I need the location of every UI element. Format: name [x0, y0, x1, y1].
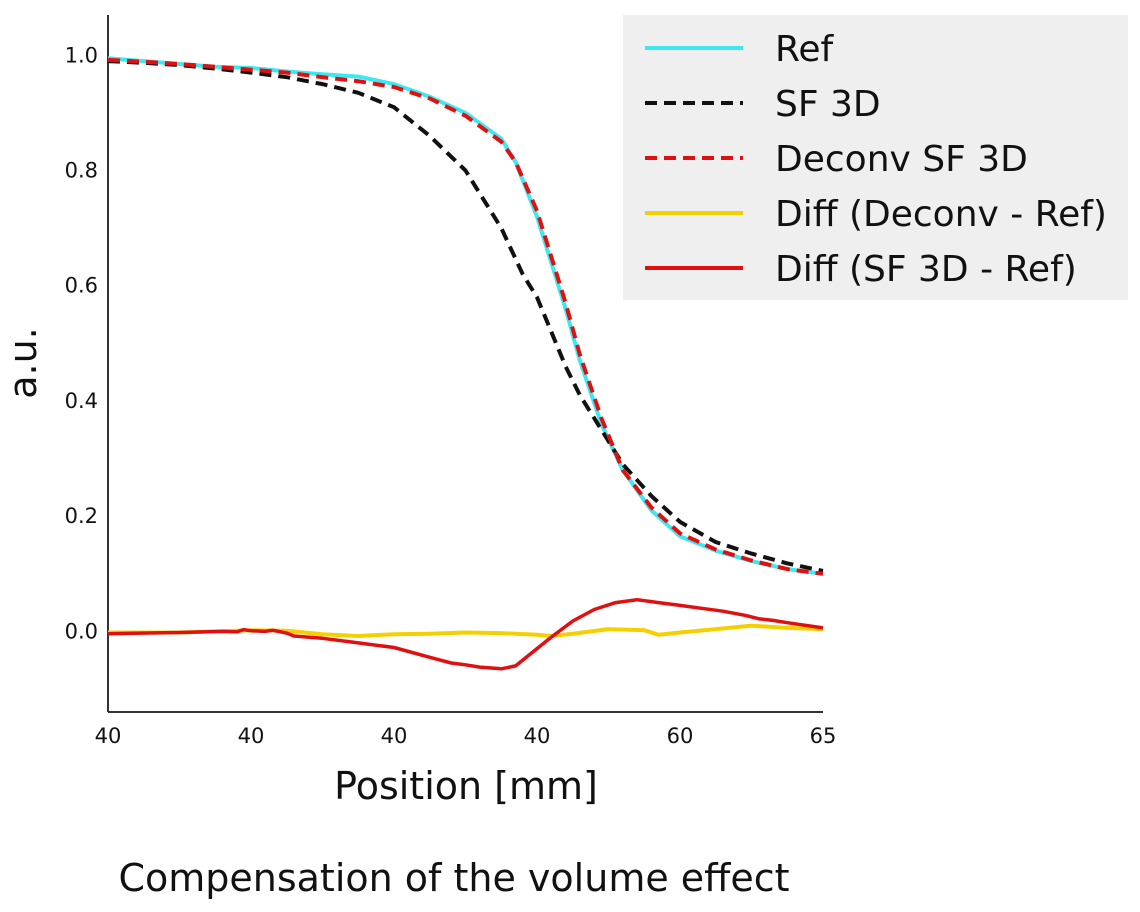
legend-label: Deconv SF 3D: [775, 139, 1028, 180]
y-tick-label: 1.0: [65, 43, 98, 67]
x-axis-title: Position [mm]: [334, 764, 598, 808]
x-tick-label: 60: [667, 724, 694, 748]
legend: Ref SF 3D Deconv SF 3D Diff (Deconv - Ref) D…: [623, 15, 1128, 300]
y-tick-label: 0.6: [65, 274, 98, 298]
legend-label: Diff (SF 3D - Ref): [775, 249, 1077, 290]
x-tick-labels: 40 40 40 40 60 65: [95, 724, 837, 748]
y-tick-label: 0.0: [65, 619, 98, 643]
y-tick-label: 0.2: [65, 504, 98, 528]
legend-label: Diff (Deconv - Ref): [775, 194, 1107, 235]
series-layer: [107, 56, 824, 671]
y-tick-label: 0.4: [65, 389, 98, 413]
x-tick-label: 40: [381, 724, 408, 748]
chart-caption: Compensation of the volume effect: [118, 856, 789, 900]
y-tick-labels: 0.0 0.2 0.4 0.6 0.8 1.0: [65, 43, 98, 643]
x-tick-label: 65: [810, 724, 837, 748]
x-tick-label: 40: [524, 724, 551, 748]
series-line-diff-sf-3d-ref: [107, 597, 824, 671]
legend-label: Ref: [775, 29, 835, 70]
x-tick-label: 40: [95, 724, 122, 748]
y-axis-title: a.u.: [1, 327, 45, 399]
series-line-sf-3d: [107, 59, 824, 573]
series-line-deconv-sf-3d: [107, 57, 824, 576]
series-line-diff-deconv-ref: [108, 623, 824, 638]
legend-label: SF 3D: [775, 84, 881, 125]
x-tick-label: 40: [238, 724, 265, 748]
y-tick-label: 0.8: [65, 159, 98, 183]
